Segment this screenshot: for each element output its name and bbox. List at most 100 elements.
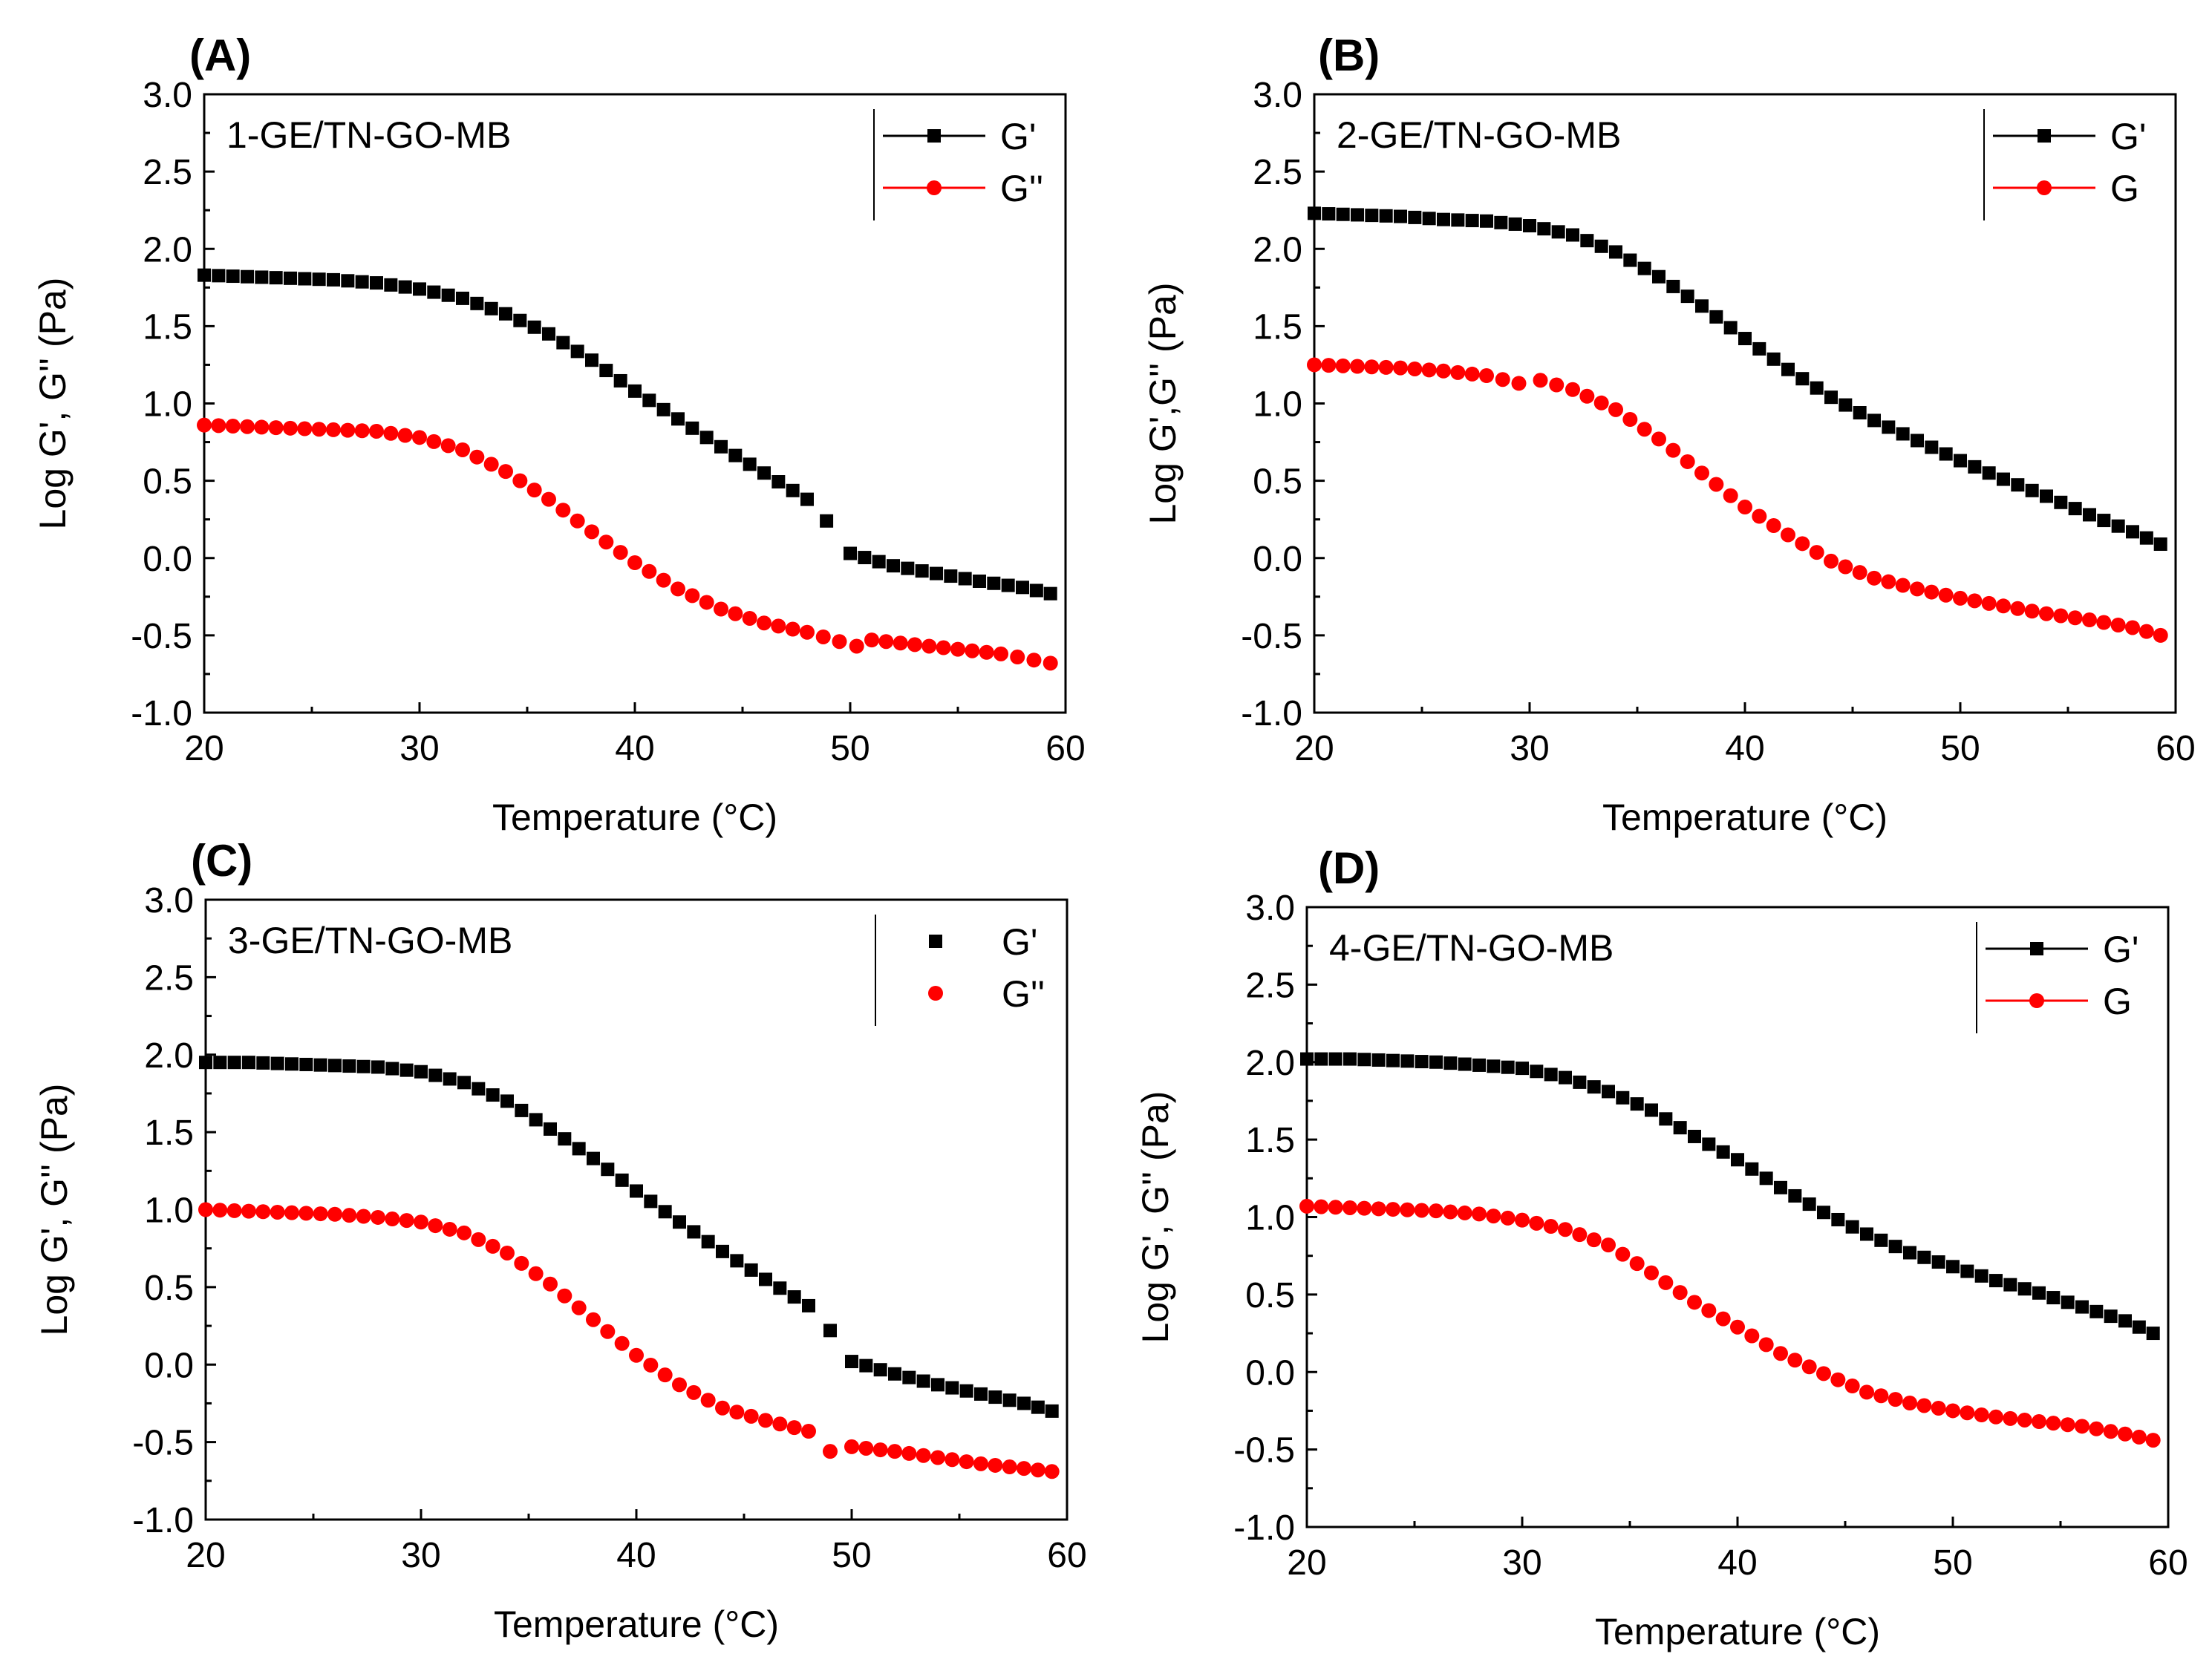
data-point [1515, 1212, 1530, 1228]
data-point [743, 1408, 759, 1424]
data-point [1954, 454, 1967, 468]
data-point [1680, 454, 1695, 469]
data-point [457, 1225, 472, 1240]
data-point [1458, 1057, 1472, 1071]
data-point [269, 271, 283, 285]
data-point [888, 1367, 901, 1381]
data-point [1436, 363, 1451, 379]
data-point [1981, 595, 1997, 611]
data-point [1044, 1464, 1060, 1479]
data-point [1694, 465, 1709, 481]
data-point [759, 1272, 772, 1286]
data-point [1529, 1215, 1544, 1231]
x-axis-title: Temperature (°C) [494, 1603, 779, 1645]
data-point [801, 1424, 816, 1439]
data-point [555, 503, 571, 518]
data-point [716, 1244, 729, 1258]
data-point [601, 1162, 615, 1177]
data-point [327, 1206, 342, 1222]
y-axis-title: Log G', G'' (Pa) [1135, 1091, 1176, 1344]
data-point [1386, 1053, 1400, 1067]
data-point [1945, 1403, 1960, 1419]
data-point [486, 1088, 500, 1102]
y-tick-label: 0.5 [1253, 462, 1302, 502]
data-point [893, 635, 908, 651]
data-point [414, 1214, 428, 1230]
data-point [1328, 1052, 1342, 1066]
data-point [1773, 1346, 1788, 1361]
y-tick-label: -1.0 [1233, 1508, 1295, 1548]
data-point [864, 632, 879, 648]
data-point [1533, 373, 1548, 388]
data-point [2097, 514, 2111, 528]
y-tick-label: -0.5 [1241, 617, 1302, 656]
data-point [994, 646, 1008, 661]
data-point [211, 418, 226, 434]
data-point [1853, 405, 1867, 419]
x-tick-label: 20 [1287, 1543, 1326, 1583]
data-point [1967, 593, 1983, 609]
data-point [1017, 1461, 1031, 1477]
data-point [988, 1457, 1003, 1473]
data-point [1300, 1052, 1314, 1066]
data-point [672, 1377, 687, 1393]
series-storage-modulus [198, 268, 1057, 601]
data-point [371, 1209, 385, 1225]
data-point [1299, 1198, 1314, 1214]
data-point [1609, 245, 1622, 259]
data-point [313, 1206, 328, 1222]
data-point [198, 1202, 213, 1217]
data-point [2025, 483, 2039, 497]
data-point [642, 393, 656, 408]
data-point [369, 423, 384, 439]
data-point [1644, 1265, 1659, 1281]
data-point [2096, 615, 2112, 630]
data-point [671, 581, 685, 597]
data-point [844, 1439, 859, 1454]
data-point [1400, 1202, 1415, 1217]
data-point [1666, 279, 1680, 293]
data-point [742, 610, 757, 626]
data-point [585, 353, 598, 367]
data-point [399, 1063, 414, 1077]
data-point [1745, 1162, 1759, 1176]
data-point [1029, 583, 1043, 598]
data-point [1859, 1384, 1874, 1400]
data-point [1565, 382, 1580, 397]
data-point [1450, 364, 1466, 380]
data-point [1781, 527, 1795, 543]
data-point [1486, 1209, 1501, 1224]
data-point [1314, 1052, 1328, 1066]
data-point [1774, 1180, 1787, 1194]
data-point [936, 640, 951, 655]
data-point [1659, 1112, 1673, 1126]
data-point [2068, 502, 2082, 516]
data-point [1730, 1319, 1745, 1335]
data-point [212, 269, 226, 283]
legend-marker [2038, 129, 2051, 143]
data-point [699, 595, 714, 610]
data-point [2103, 1424, 2118, 1439]
data-point [1457, 1205, 1472, 1220]
data-point [973, 574, 986, 588]
data-point [342, 1059, 356, 1073]
y-tick-label: 0.5 [1245, 1276, 1295, 1315]
data-point [2003, 1278, 2017, 1292]
data-point [2139, 531, 2153, 545]
data-point [340, 422, 356, 438]
data-point [2024, 604, 2040, 619]
data-point [1472, 1206, 1487, 1222]
data-point [1744, 1328, 1760, 1344]
data-point [1314, 1199, 1329, 1214]
data-point [743, 457, 757, 471]
data-point [1414, 1203, 1429, 1218]
data-point [414, 1065, 428, 1079]
data-point [921, 638, 937, 654]
data-point [685, 588, 700, 604]
data-point [1795, 372, 1810, 386]
data-point [1030, 1462, 1045, 1478]
data-point [1031, 1400, 1045, 1414]
data-point [2089, 1421, 2104, 1436]
data-point [2075, 1300, 2089, 1314]
x-tick-label: 60 [1045, 729, 1085, 768]
